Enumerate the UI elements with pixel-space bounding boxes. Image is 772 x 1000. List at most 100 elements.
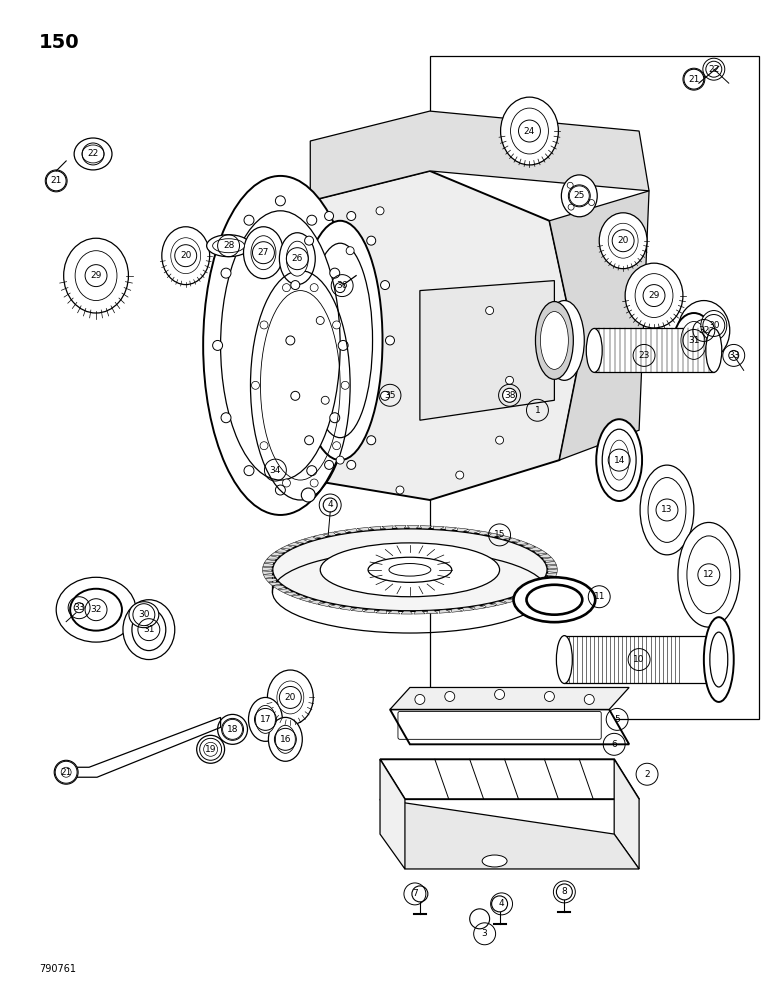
Circle shape bbox=[260, 321, 268, 329]
Polygon shape bbox=[493, 601, 506, 605]
Ellipse shape bbox=[132, 609, 166, 651]
Ellipse shape bbox=[243, 227, 283, 279]
Polygon shape bbox=[380, 759, 639, 799]
Polygon shape bbox=[323, 532, 336, 536]
Circle shape bbox=[276, 485, 286, 495]
Polygon shape bbox=[433, 526, 445, 529]
Circle shape bbox=[412, 886, 428, 902]
Polygon shape bbox=[408, 526, 419, 529]
Polygon shape bbox=[270, 552, 283, 556]
Circle shape bbox=[385, 336, 394, 345]
Text: 4: 4 bbox=[499, 899, 504, 908]
Circle shape bbox=[557, 884, 572, 900]
Circle shape bbox=[333, 321, 340, 329]
Text: 10: 10 bbox=[633, 655, 645, 664]
Ellipse shape bbox=[279, 233, 315, 285]
Circle shape bbox=[346, 247, 354, 255]
Circle shape bbox=[54, 760, 78, 784]
Circle shape bbox=[317, 317, 324, 324]
Polygon shape bbox=[351, 608, 363, 612]
Polygon shape bbox=[284, 592, 297, 596]
Ellipse shape bbox=[674, 313, 714, 368]
Polygon shape bbox=[264, 559, 276, 563]
Circle shape bbox=[684, 69, 704, 89]
Polygon shape bbox=[300, 598, 313, 602]
Ellipse shape bbox=[602, 429, 636, 491]
Circle shape bbox=[333, 442, 340, 450]
Text: 1: 1 bbox=[534, 406, 540, 415]
Polygon shape bbox=[462, 607, 475, 611]
Polygon shape bbox=[318, 603, 331, 607]
Ellipse shape bbox=[527, 585, 582, 615]
Polygon shape bbox=[420, 281, 554, 420]
Ellipse shape bbox=[276, 725, 296, 753]
Polygon shape bbox=[564, 636, 709, 683]
Text: 36: 36 bbox=[337, 281, 348, 290]
Ellipse shape bbox=[74, 138, 112, 170]
Ellipse shape bbox=[625, 263, 683, 328]
Ellipse shape bbox=[221, 211, 340, 480]
Circle shape bbox=[321, 396, 329, 404]
Polygon shape bbox=[328, 605, 341, 609]
Circle shape bbox=[336, 456, 344, 464]
Text: 790761: 790761 bbox=[39, 964, 76, 974]
Ellipse shape bbox=[389, 564, 431, 576]
Text: 13: 13 bbox=[662, 505, 672, 514]
Circle shape bbox=[244, 466, 254, 476]
Ellipse shape bbox=[500, 97, 558, 165]
Ellipse shape bbox=[56, 577, 136, 642]
Text: 20: 20 bbox=[285, 693, 296, 702]
Circle shape bbox=[306, 466, 317, 476]
Circle shape bbox=[544, 691, 554, 701]
Circle shape bbox=[204, 742, 218, 756]
Polygon shape bbox=[288, 542, 301, 546]
Polygon shape bbox=[484, 604, 496, 608]
Text: 8: 8 bbox=[561, 887, 567, 896]
Text: 30: 30 bbox=[138, 610, 150, 619]
Polygon shape bbox=[357, 527, 368, 531]
Polygon shape bbox=[550, 191, 649, 460]
Ellipse shape bbox=[70, 589, 122, 631]
Text: 27: 27 bbox=[258, 248, 269, 257]
Polygon shape bbox=[420, 526, 432, 529]
Circle shape bbox=[495, 689, 505, 699]
Polygon shape bbox=[426, 610, 438, 614]
Ellipse shape bbox=[687, 536, 731, 614]
Ellipse shape bbox=[251, 236, 276, 270]
Polygon shape bbox=[267, 556, 279, 559]
Polygon shape bbox=[278, 589, 291, 593]
Circle shape bbox=[367, 236, 376, 245]
Polygon shape bbox=[547, 569, 557, 573]
Polygon shape bbox=[381, 526, 393, 529]
Circle shape bbox=[283, 284, 290, 292]
Polygon shape bbox=[275, 549, 288, 552]
Polygon shape bbox=[295, 539, 309, 543]
Ellipse shape bbox=[678, 522, 740, 627]
Circle shape bbox=[305, 236, 313, 245]
Polygon shape bbox=[543, 558, 554, 561]
Polygon shape bbox=[269, 582, 281, 586]
Ellipse shape bbox=[536, 302, 574, 379]
Circle shape bbox=[301, 488, 315, 502]
Text: 15: 15 bbox=[494, 530, 506, 539]
Ellipse shape bbox=[513, 577, 595, 622]
Text: 12: 12 bbox=[703, 570, 715, 579]
Polygon shape bbox=[263, 575, 275, 578]
Circle shape bbox=[569, 186, 589, 206]
Polygon shape bbox=[310, 171, 579, 500]
Ellipse shape bbox=[540, 312, 568, 369]
Text: 23: 23 bbox=[638, 351, 650, 360]
Ellipse shape bbox=[267, 670, 313, 725]
Ellipse shape bbox=[596, 419, 642, 501]
Polygon shape bbox=[544, 577, 556, 580]
Text: 25: 25 bbox=[574, 191, 585, 200]
Text: 29: 29 bbox=[648, 291, 660, 300]
Polygon shape bbox=[545, 561, 557, 565]
Circle shape bbox=[338, 340, 348, 350]
Text: 6: 6 bbox=[611, 740, 617, 749]
Circle shape bbox=[222, 719, 242, 739]
Polygon shape bbox=[457, 528, 469, 532]
Text: 31: 31 bbox=[143, 625, 154, 634]
Circle shape bbox=[567, 182, 573, 188]
Polygon shape bbox=[394, 526, 406, 529]
